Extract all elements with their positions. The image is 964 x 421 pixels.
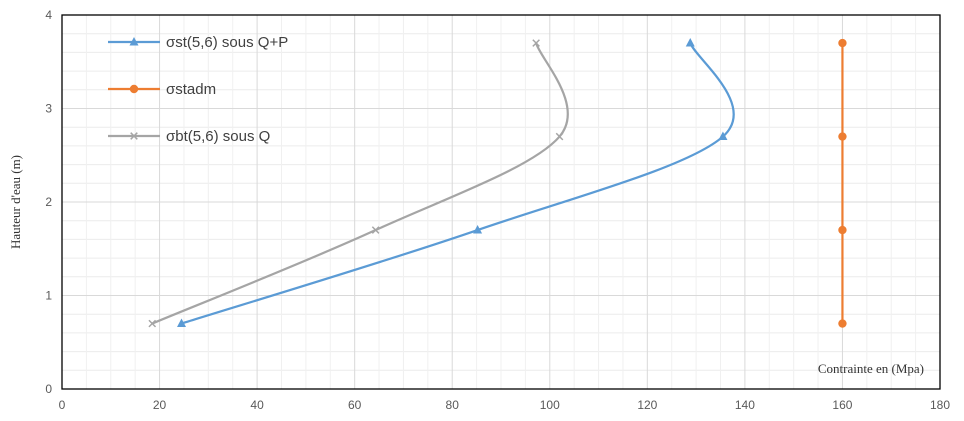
- data-point: [685, 38, 695, 47]
- x-tick-label: 40: [250, 398, 264, 412]
- x-tick-label: 180: [930, 398, 950, 412]
- data-point: [555, 132, 564, 141]
- data-point: [371, 226, 380, 234]
- plot-area-border: [61, 14, 941, 390]
- data-point: [838, 319, 847, 328]
- data-point: [838, 38, 847, 48]
- y-tick-label: 2: [45, 195, 52, 209]
- x-tick-label: 160: [832, 398, 852, 412]
- series-1: [838, 38, 847, 328]
- legend-label: σst(5,6) sous Q+P: [166, 34, 288, 51]
- legend-swatch-marker: [129, 37, 139, 46]
- y-axis-label: Hauteur d'eau (m): [8, 155, 23, 249]
- y-tick-label: 1: [45, 289, 52, 303]
- x-tick-label: 20: [153, 398, 167, 412]
- data-point: [532, 39, 540, 47]
- x-tick-label: 120: [637, 398, 657, 412]
- x-tick-label: 140: [735, 398, 755, 412]
- y-tick-label: 0: [45, 382, 52, 396]
- legend-label: σbt(5,6) sous Q: [166, 128, 270, 145]
- x-axis-label: Contrainte en (Mpa): [818, 361, 924, 376]
- x-tick-label: 0: [59, 398, 66, 412]
- grid: [61, 14, 941, 390]
- legend-swatch-marker: [129, 84, 139, 94]
- tick-labels: 0 20 40 60 80 100 120 140 160 180 0 1 2 3 4: [45, 8, 950, 412]
- data-point: [473, 225, 483, 234]
- data-point: [838, 225, 847, 235]
- data-point: [177, 318, 187, 328]
- series-0: [177, 38, 735, 328]
- data-point: [838, 132, 847, 141]
- y-tick-label: 4: [45, 8, 52, 22]
- x-tick-label: 60: [348, 398, 362, 412]
- data-point: [718, 131, 728, 141]
- legend: σst(5,6) sous Q+P σstadm σbt(5,6) sous Q: [108, 34, 288, 145]
- data-point: [148, 319, 157, 328]
- series: [148, 38, 847, 328]
- series-line: [181, 42, 735, 325]
- x-tick-label: 80: [446, 398, 460, 412]
- y-tick-label: 3: [45, 102, 52, 116]
- series-2: [148, 39, 569, 328]
- legend-label: σstadm: [166, 81, 216, 98]
- x-tick-label: 100: [540, 398, 560, 412]
- legend-swatch-marker: [130, 132, 138, 140]
- series-line: [151, 42, 569, 325]
